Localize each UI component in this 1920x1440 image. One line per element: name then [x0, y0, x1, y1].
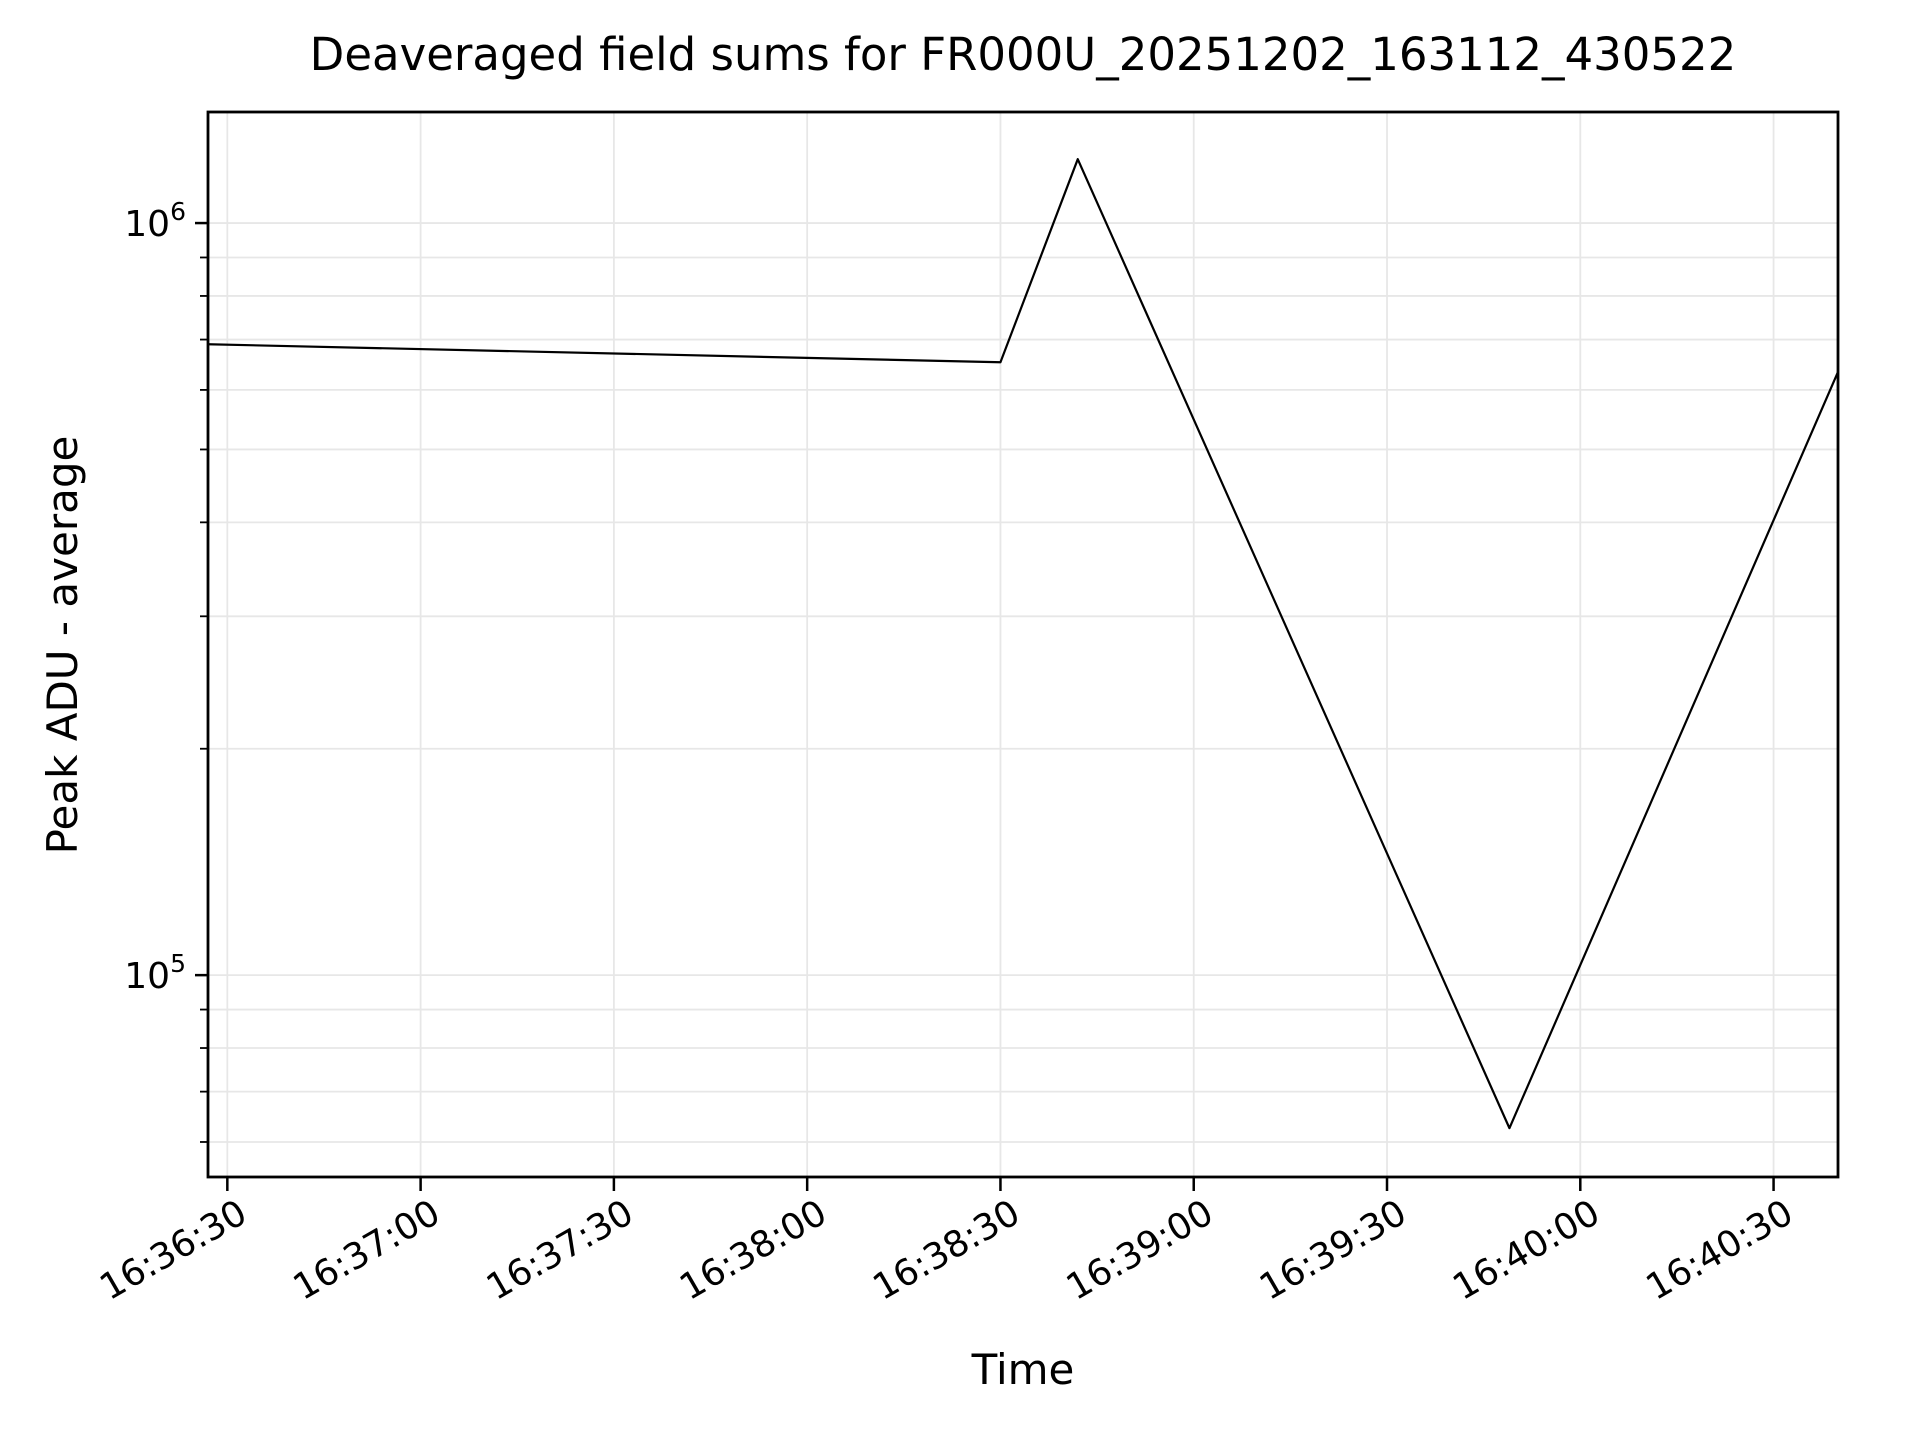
x-tick-label: 16:36:30	[93, 1192, 254, 1308]
x-tick-label: 16:40:30	[1640, 1192, 1801, 1308]
x-axis-label: Time	[971, 1345, 1075, 1394]
x-tick-label: 16:39:00	[1060, 1192, 1221, 1308]
axis-ticks	[195, 221, 1775, 1191]
x-tick-label: 16:37:00	[287, 1192, 448, 1308]
grid	[208, 112, 1838, 1177]
x-tick-label: 16:38:00	[673, 1192, 834, 1308]
y-tick-label: 106	[124, 197, 186, 245]
x-tick-label: 16:38:30	[866, 1192, 1027, 1308]
x-tick-label: 16:37:30	[480, 1192, 641, 1308]
x-tick-label: 16:39:30	[1253, 1192, 1414, 1308]
chart-title: Deaveraged field sums for FR000U_2025120…	[309, 28, 1737, 81]
x-tick-label: 16:40:00	[1446, 1192, 1607, 1308]
plot-frame	[206, 110, 1840, 1179]
y-tick-label: 105	[124, 949, 186, 997]
y-axis-label: Peak ADU - average	[38, 435, 87, 855]
data-line	[207, 158, 1840, 1130]
x-tick-labels: 16:36:30 16:37:00 16:37:30 16:38:00 16:38:30…	[93, 1192, 1800, 1308]
